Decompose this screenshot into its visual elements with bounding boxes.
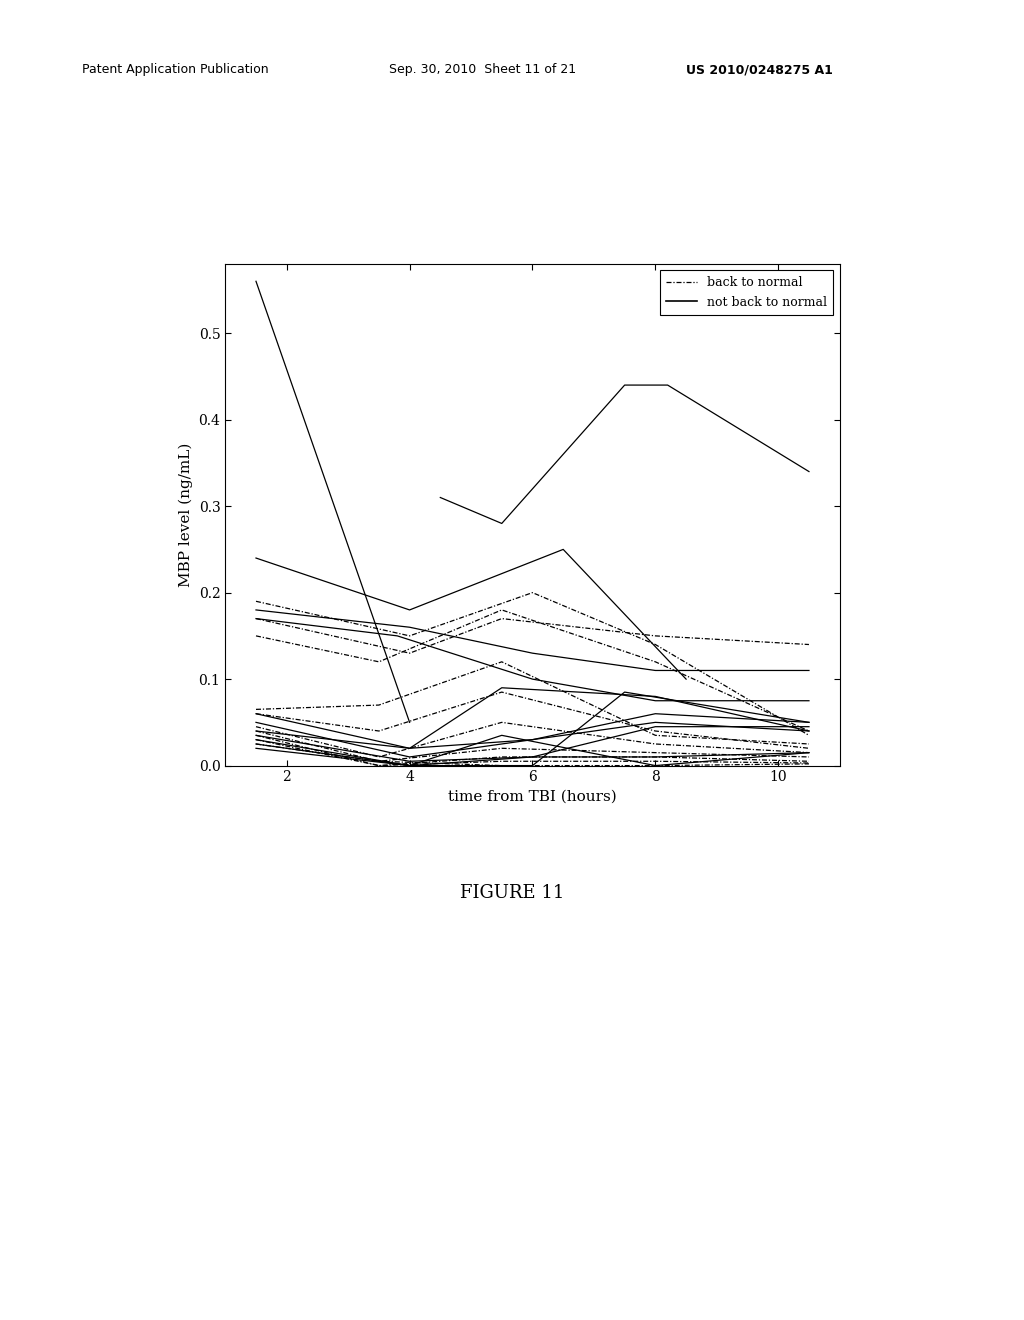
Text: Sep. 30, 2010  Sheet 11 of 21: Sep. 30, 2010 Sheet 11 of 21 — [389, 63, 577, 77]
Text: Patent Application Publication: Patent Application Publication — [82, 63, 268, 77]
Y-axis label: MBP level (ng/mL): MBP level (ng/mL) — [178, 442, 193, 587]
X-axis label: time from TBI (hours): time from TBI (hours) — [449, 789, 616, 804]
Legend: back to normal, not back to normal: back to normal, not back to normal — [659, 271, 834, 315]
Text: FIGURE 11: FIGURE 11 — [460, 883, 564, 902]
Text: US 2010/0248275 A1: US 2010/0248275 A1 — [686, 63, 833, 77]
